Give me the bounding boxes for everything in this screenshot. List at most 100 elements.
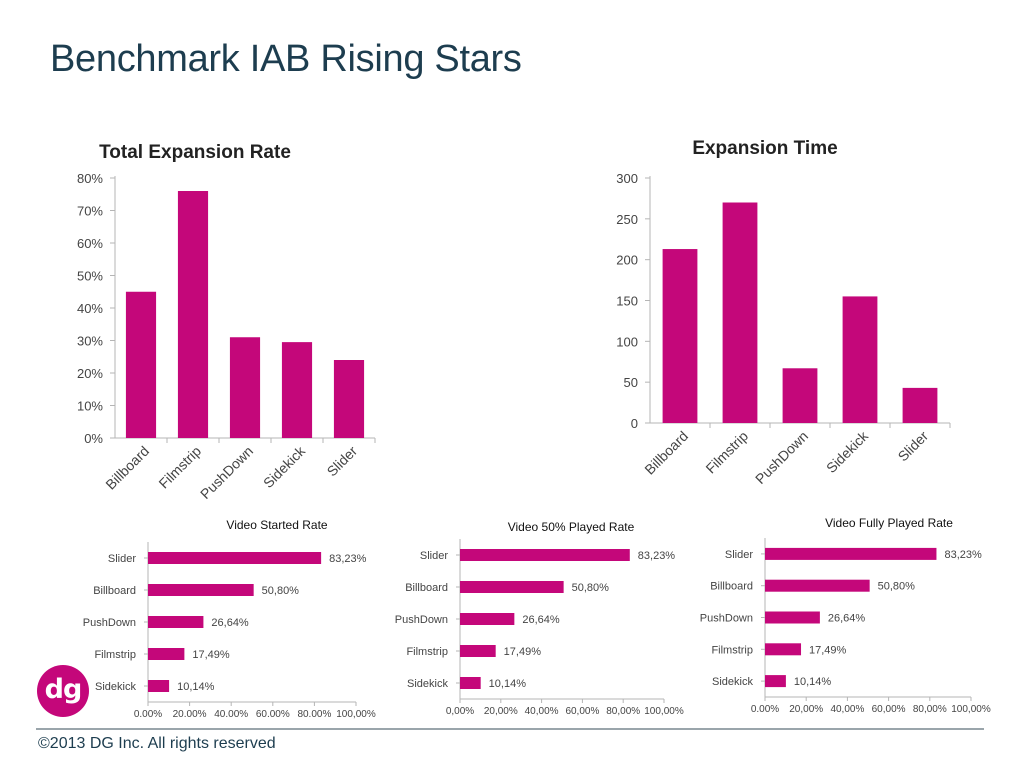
data-label: 50,80%: [878, 581, 916, 593]
y-tick-label: 30%: [77, 334, 103, 349]
logo-text: dg: [44, 673, 83, 705]
chart-title: Total Expansion Rate: [99, 142, 291, 163]
x-tick-label: Filmstrip: [155, 443, 204, 492]
x-tick-label: 100,00%: [951, 704, 991, 715]
x-tick-label: PushDown: [752, 428, 811, 487]
x-tick-label: 80.00%: [297, 709, 331, 720]
y-tick-label: 50%: [77, 269, 103, 284]
y-tick-label: 250: [616, 212, 638, 227]
y-tick-label: 0: [631, 416, 638, 431]
bar-pushdown: [460, 613, 515, 625]
x-tick-label: 80,00%: [606, 706, 640, 717]
bar-filmstrip: [765, 643, 802, 656]
x-tick-label: 80,00%: [913, 704, 947, 715]
chart-title: Expansion Time: [692, 138, 837, 159]
y-tick-label: Filmstrip: [711, 644, 753, 656]
x-tick-label: 100,00%: [644, 706, 684, 717]
total-expansion-rate-chart: Total Expansion Rate 0% 10% 20% 30% 40% 50% 60%…: [77, 142, 376, 502]
bar-sidekick: [281, 342, 313, 438]
bar-slider: [902, 387, 938, 423]
bar-sidekick: [765, 675, 786, 688]
x-tick-label: 100,00%: [336, 709, 376, 720]
x-tick-label: Slider: [894, 428, 931, 465]
y-tick-label: Filmstrip: [406, 646, 448, 658]
y-tick-label: Sidekick: [95, 681, 136, 693]
y-tick-label: Billboard: [710, 581, 753, 593]
bar-billboard: [460, 581, 564, 593]
y-tick-label: Billboard: [405, 582, 448, 594]
x-tick-label: 20,00%: [789, 704, 823, 715]
y-tick-label: Filmstrip: [94, 649, 136, 661]
data-label: 83,23%: [638, 550, 676, 562]
bar-filmstrip: [460, 645, 496, 657]
y-tick-label: 150: [616, 294, 638, 309]
y-tick-label: 20%: [77, 366, 103, 381]
data-label: 17,49%: [809, 644, 847, 656]
y-tick-label: 10%: [77, 399, 103, 414]
bar-billboard: [662, 249, 698, 423]
bar-pushdown: [148, 616, 204, 628]
y-tick-label: PushDown: [700, 613, 753, 625]
x-tick-label: PushDown: [197, 443, 256, 502]
y-tick-label: 60%: [77, 236, 103, 251]
x-tick-label: 40,00%: [830, 704, 864, 715]
expansion-time-chart: Expansion Time 0 50 100 150 200 250 300 Billboar…: [616, 138, 951, 487]
x-tick-label: 60,00%: [872, 704, 906, 715]
y-tick-label: Slider: [725, 549, 753, 561]
x-tick-label: 20.00%: [173, 709, 207, 720]
y-tick-label: Slider: [108, 553, 136, 565]
bar-sidekick: [148, 680, 170, 692]
x-tick-label: 40.00%: [214, 709, 248, 720]
data-label: 17,49%: [504, 646, 542, 658]
bar-slider: [148, 552, 322, 564]
y-tick-label: 40%: [77, 301, 103, 316]
x-tick-label: Sidekick: [823, 427, 872, 476]
bar-billboard: [125, 291, 157, 438]
y-tick-label: 300: [616, 171, 638, 186]
y-tick-label: PushDown: [395, 614, 448, 626]
data-label: 26,64%: [211, 617, 249, 629]
y-tick-label: Billboard: [93, 585, 136, 597]
dg-logo: dg: [37, 665, 89, 717]
bar-billboard: [148, 584, 254, 596]
x-tick-label: Billboard: [641, 428, 691, 478]
bar-slider: [333, 360, 365, 438]
x-tick-label: 0.00%: [134, 709, 162, 720]
slide-title: Benchmark IAB Rising Stars: [50, 38, 522, 80]
bar-slider: [765, 547, 937, 560]
x-tick-label: 60,00%: [565, 706, 599, 717]
x-tick-label: 0.00%: [751, 704, 779, 715]
bar-sidekick: [842, 296, 878, 423]
x-tick-label: 40,00%: [525, 706, 559, 717]
video-50-played-rate-chart: Video 50% Played Rate 0,00% 20,00% 40,00% 60…: [395, 520, 684, 717]
data-label: 50,80%: [572, 582, 610, 594]
copyright-footer: ©2013 DG Inc. All rights reserved: [38, 735, 276, 752]
video-started-rate-chart: Video Started Rate 0.00% 20.00% 40.00% 60.00…: [83, 518, 376, 720]
bar-sidekick: [460, 677, 481, 689]
bar-billboard: [765, 579, 870, 592]
video-fully-played-rate-chart: Video Fully Played Rate 0.00% 20,00% 40,00%…: [700, 516, 991, 715]
chart-title: Video Fully Played Rate: [825, 516, 953, 530]
data-label: 83,23%: [329, 553, 367, 565]
x-tick-label: 0,00%: [446, 706, 474, 717]
data-label: 17,49%: [192, 649, 230, 661]
bar-pushdown: [782, 368, 818, 423]
y-tick-label: Sidekick: [407, 678, 448, 690]
bar-slider: [460, 549, 630, 561]
bar-pushdown: [765, 611, 820, 624]
data-label: 50,80%: [262, 585, 300, 597]
bar-filmstrip: [177, 191, 209, 438]
x-tick-label: Billboard: [102, 443, 152, 493]
data-label: 10,14%: [177, 681, 215, 693]
data-label: 26,64%: [828, 613, 866, 625]
y-tick-label: 200: [616, 253, 638, 268]
y-tick-label: 0%: [84, 431, 103, 446]
y-tick-label: Slider: [420, 550, 448, 562]
data-label: 10,14%: [794, 676, 832, 688]
chart-title: Video 50% Played Rate: [508, 520, 635, 534]
footer-divider: [36, 728, 984, 730]
data-label: 26,64%: [522, 614, 560, 626]
x-tick-label: Filmstrip: [702, 428, 751, 477]
x-tick-label: Sidekick: [260, 442, 309, 491]
y-tick-label: 50: [624, 375, 638, 390]
